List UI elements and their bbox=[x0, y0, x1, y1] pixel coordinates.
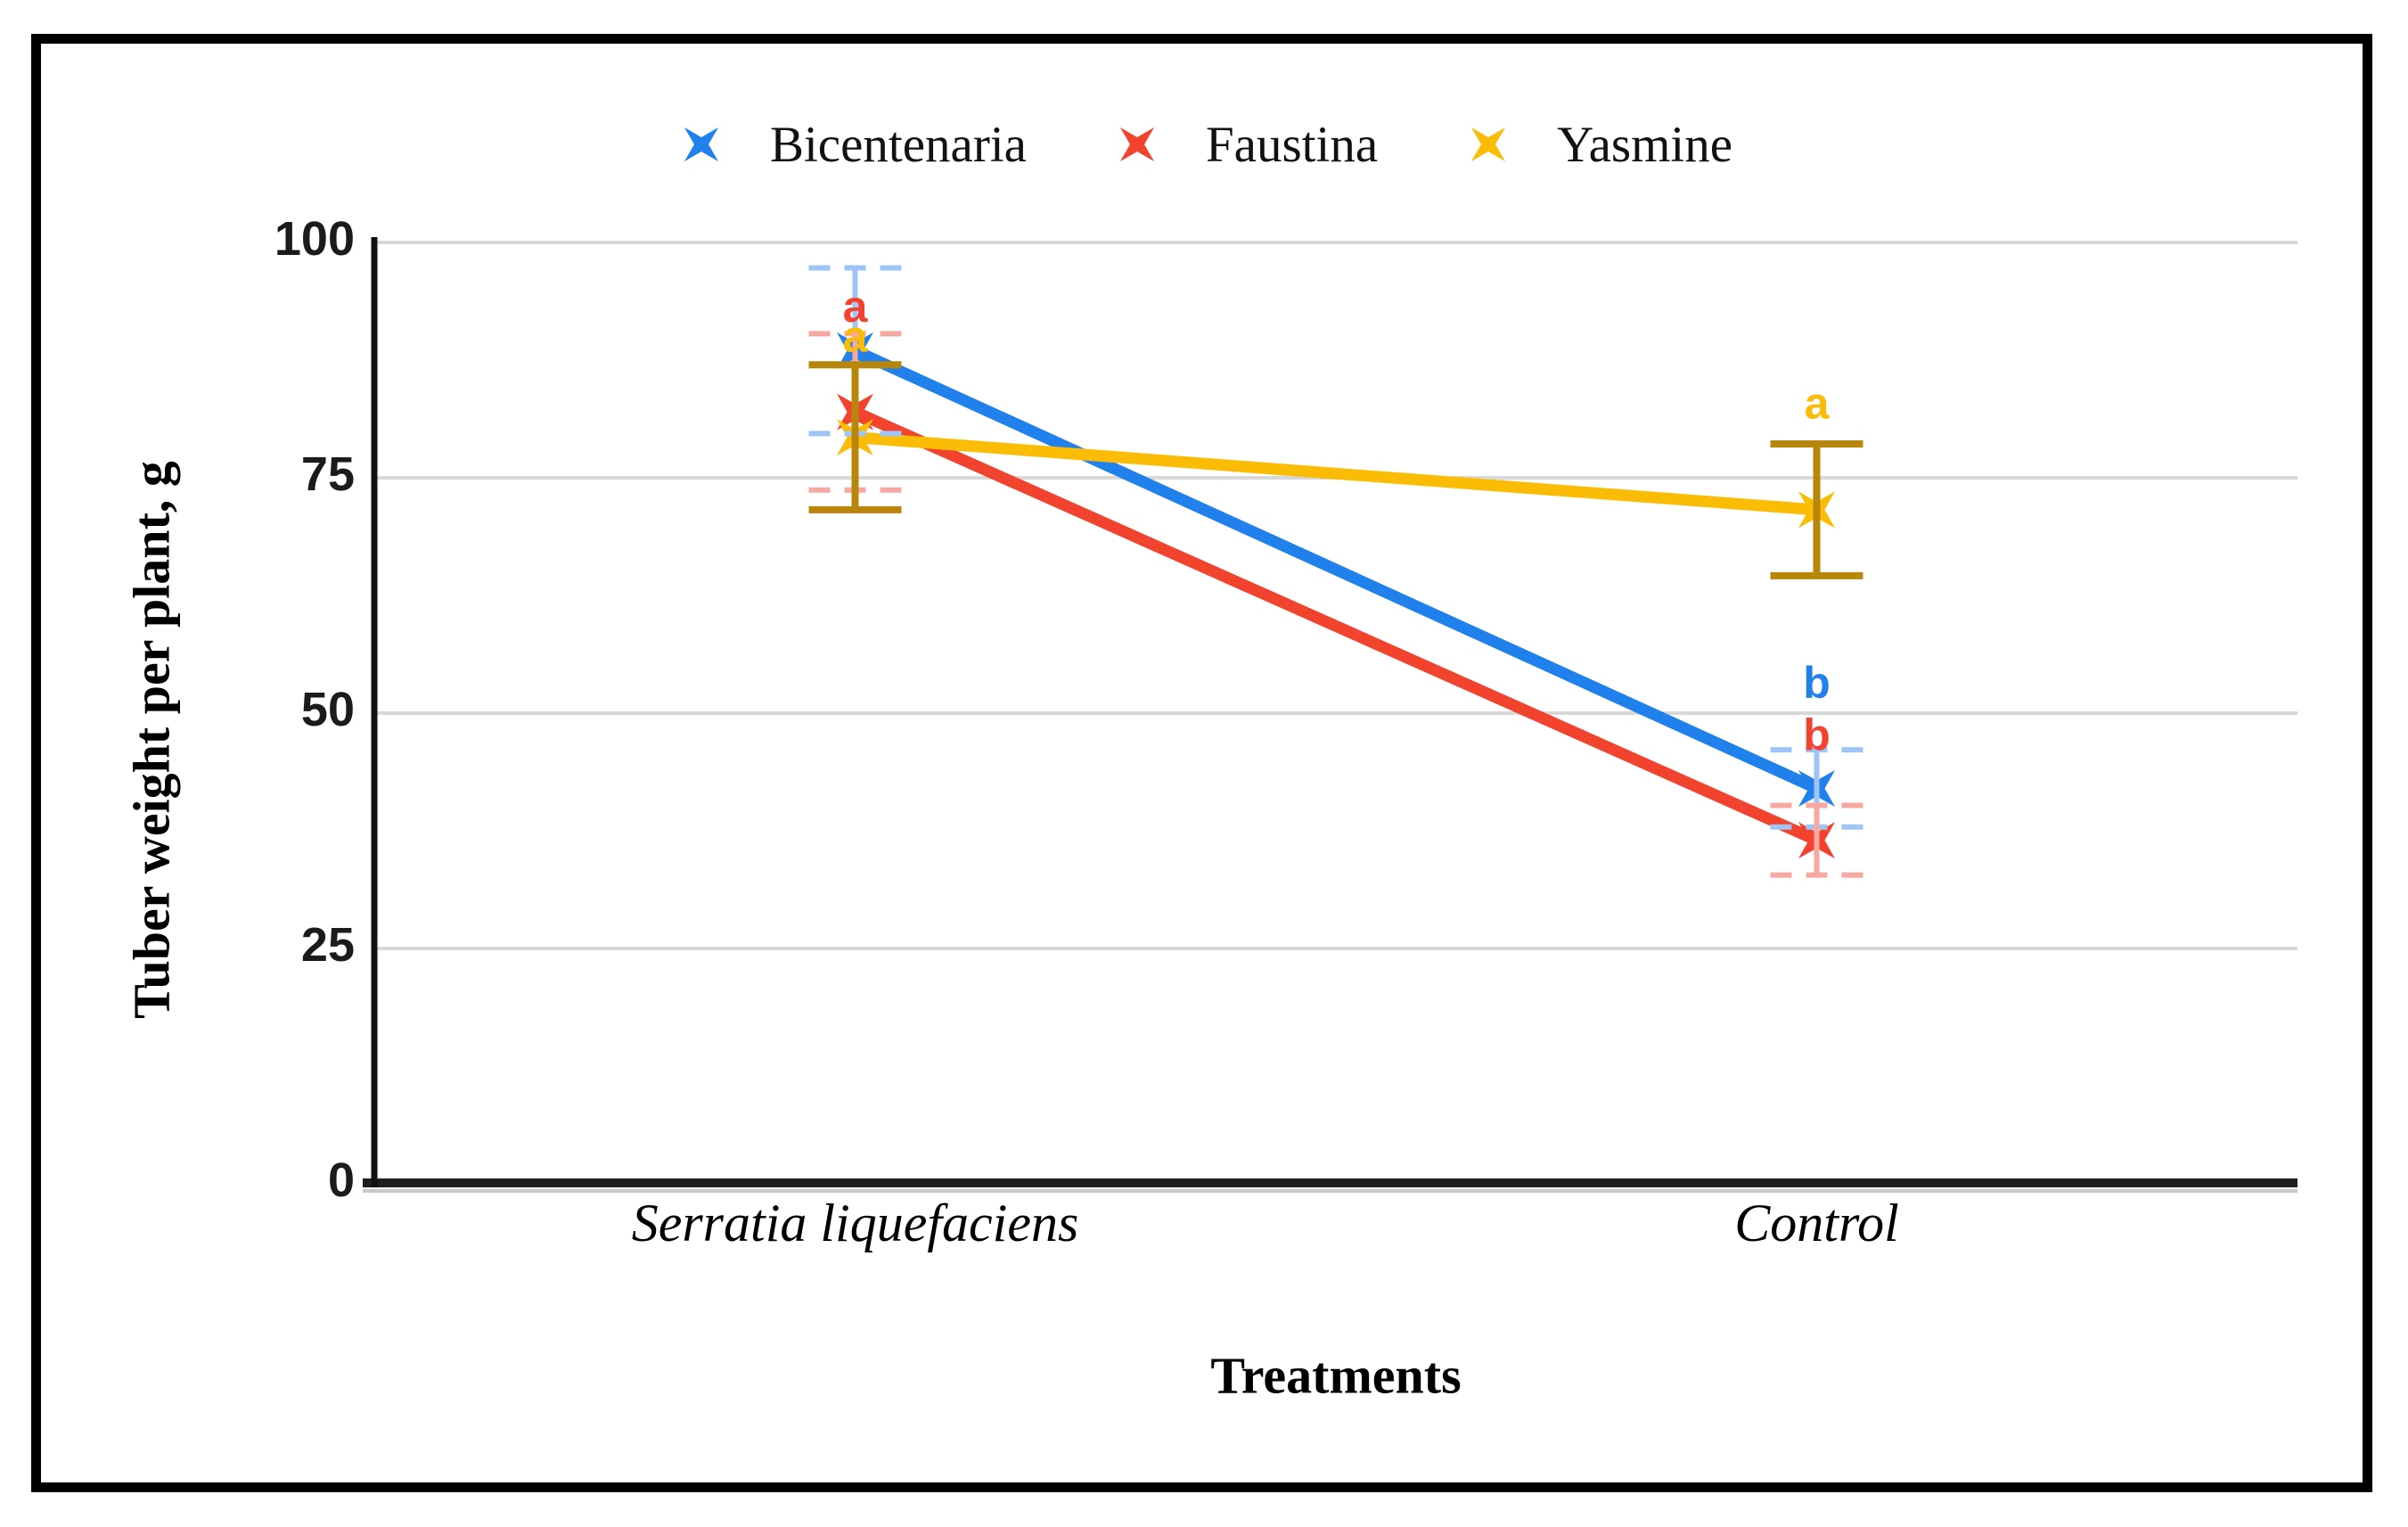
y-axis-title: Tuber weight per plant, g bbox=[122, 461, 181, 1019]
x-star-marker-icon bbox=[684, 127, 719, 162]
figure-frame bbox=[31, 34, 2372, 1492]
series-line-yasmine bbox=[849, 431, 1822, 516]
y-tick-label-0: 0 bbox=[328, 1153, 355, 1207]
legend-item-bicentenaria: Bicentenaria bbox=[676, 119, 1027, 170]
significance-letter-yasmine-serratia-liquefaciens: a bbox=[843, 312, 869, 362]
significance-letter-faustina-control: b bbox=[1803, 710, 1831, 759]
significance-letter-faustina-serratia-liquefaciens: a bbox=[843, 282, 869, 332]
x-category-label-control: Control bbox=[1734, 1194, 1898, 1252]
legend-item-faustina: Faustina bbox=[1111, 119, 1378, 170]
significance-letter-bicentenaria-control: b bbox=[1803, 658, 1831, 708]
series-line-faustina bbox=[849, 406, 1822, 847]
legend-label-bicentenaria: Bicentenaria bbox=[769, 116, 1027, 173]
chart-legend: Bicentenaria Faustina Yasmine bbox=[0, 100, 2408, 189]
y-tick-label-25: 25 bbox=[301, 918, 355, 972]
legend-item-yasmine: Yasmine bbox=[1462, 119, 1732, 170]
x-star-marker-icon bbox=[1119, 127, 1155, 162]
x-star-marker-icon bbox=[1471, 127, 1506, 162]
y-tick-label-50: 50 bbox=[301, 683, 355, 736]
legend-label-yasmine: Yasmine bbox=[1557, 116, 1733, 173]
x-axis-title: Treatments bbox=[1210, 1346, 1462, 1405]
y-tick-label-75: 75 bbox=[301, 447, 355, 501]
y-tick-label-100: 100 bbox=[274, 212, 355, 266]
significance-letter-yasmine-control: a bbox=[1805, 379, 1831, 429]
series-line-bicentenaria bbox=[849, 344, 1822, 794]
legend-label-faustina: Faustina bbox=[1205, 116, 1379, 173]
x-category-label-serratia-liquefaciens: Serratia liquefaciens bbox=[632, 1194, 1079, 1252]
